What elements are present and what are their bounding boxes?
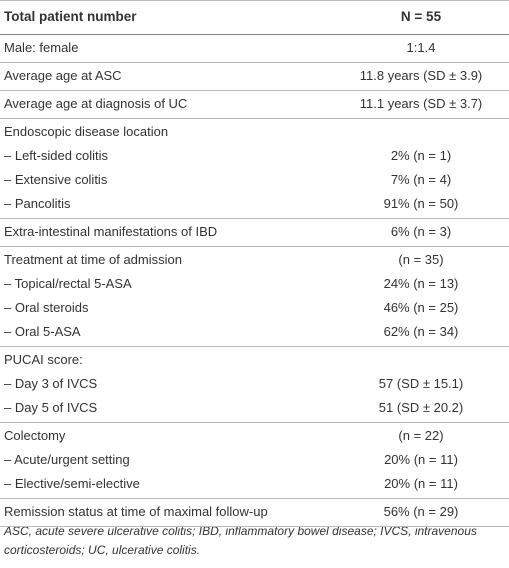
row-label: – Elective/semi-elective bbox=[4, 476, 140, 491]
row-value: (n = 35) bbox=[398, 252, 444, 267]
row-value: 20% (n = 11) bbox=[384, 452, 458, 467]
group-rule bbox=[0, 118, 509, 119]
row-value: 62% (n = 34) bbox=[383, 324, 459, 339]
row-value: 56% (n = 29) bbox=[383, 504, 459, 519]
row-label: Extra-intestinal manifestations of IBD bbox=[4, 224, 218, 239]
row-label: Male: female bbox=[4, 40, 79, 55]
row-label: Average age at diagnosis of UC bbox=[4, 96, 188, 111]
row-value: 11.8 years (SD ± 3.9) bbox=[359, 68, 483, 83]
group-rule bbox=[0, 62, 509, 63]
row-label: Average age at ASC bbox=[4, 68, 122, 83]
group-rule bbox=[0, 218, 509, 219]
row-label: Colectomy bbox=[4, 428, 66, 443]
row-label: – Oral steroids bbox=[4, 300, 89, 315]
header-rule bbox=[0, 34, 509, 35]
row-value: 1:1.4 bbox=[406, 40, 436, 55]
header-value: N = 55 bbox=[400, 9, 442, 24]
row-value: 20% (n = 11) bbox=[384, 476, 458, 491]
row-label: – Topical/rectal 5-ASA bbox=[4, 276, 132, 291]
row-value: 11.1 years (SD ± 3.7) bbox=[359, 96, 483, 111]
header-label: Total patient number bbox=[4, 9, 137, 24]
group-rule bbox=[0, 90, 509, 91]
row-label: – Pancolitis bbox=[4, 196, 71, 211]
row-value: 46% (n = 25) bbox=[383, 300, 459, 315]
row-value: 51 (SD ± 20.2) bbox=[378, 400, 464, 415]
row-label: – Extensive colitis bbox=[4, 172, 108, 187]
row-value: (n = 22) bbox=[398, 428, 444, 443]
row-value: 24% (n = 13) bbox=[383, 276, 459, 291]
group-rule bbox=[0, 246, 509, 247]
row-value: 7% (n = 4) bbox=[390, 172, 452, 187]
row-label: PUCAI score: bbox=[4, 352, 83, 367]
row-value: 57 (SD ± 15.1) bbox=[378, 376, 464, 391]
row-value: 2% (n = 1) bbox=[390, 148, 452, 163]
row-label: – Left-sided colitis bbox=[4, 148, 109, 163]
row-value: 91% (n = 50) bbox=[383, 196, 459, 211]
row-label: Remission status at time of maximal foll… bbox=[4, 504, 268, 519]
row-label: Treatment at time of admission bbox=[4, 252, 182, 267]
footnote: ASC, acute severe ulcerative colitis; IB… bbox=[4, 524, 477, 557]
top-rule bbox=[0, 0, 509, 1]
group-rule bbox=[0, 346, 509, 347]
row-label: – Acute/urgent setting bbox=[4, 452, 130, 467]
row-label: – Day 5 of IVCS bbox=[4, 400, 98, 415]
row-label: – Oral 5-ASA bbox=[4, 324, 81, 339]
row-value: 6% (n = 3) bbox=[390, 224, 452, 239]
group-rule bbox=[0, 422, 509, 423]
group-rule bbox=[0, 526, 509, 527]
group-rule bbox=[0, 498, 509, 499]
row-label: – Day 3 of IVCS bbox=[4, 376, 98, 391]
row-label: Endoscopic disease location bbox=[4, 124, 169, 139]
